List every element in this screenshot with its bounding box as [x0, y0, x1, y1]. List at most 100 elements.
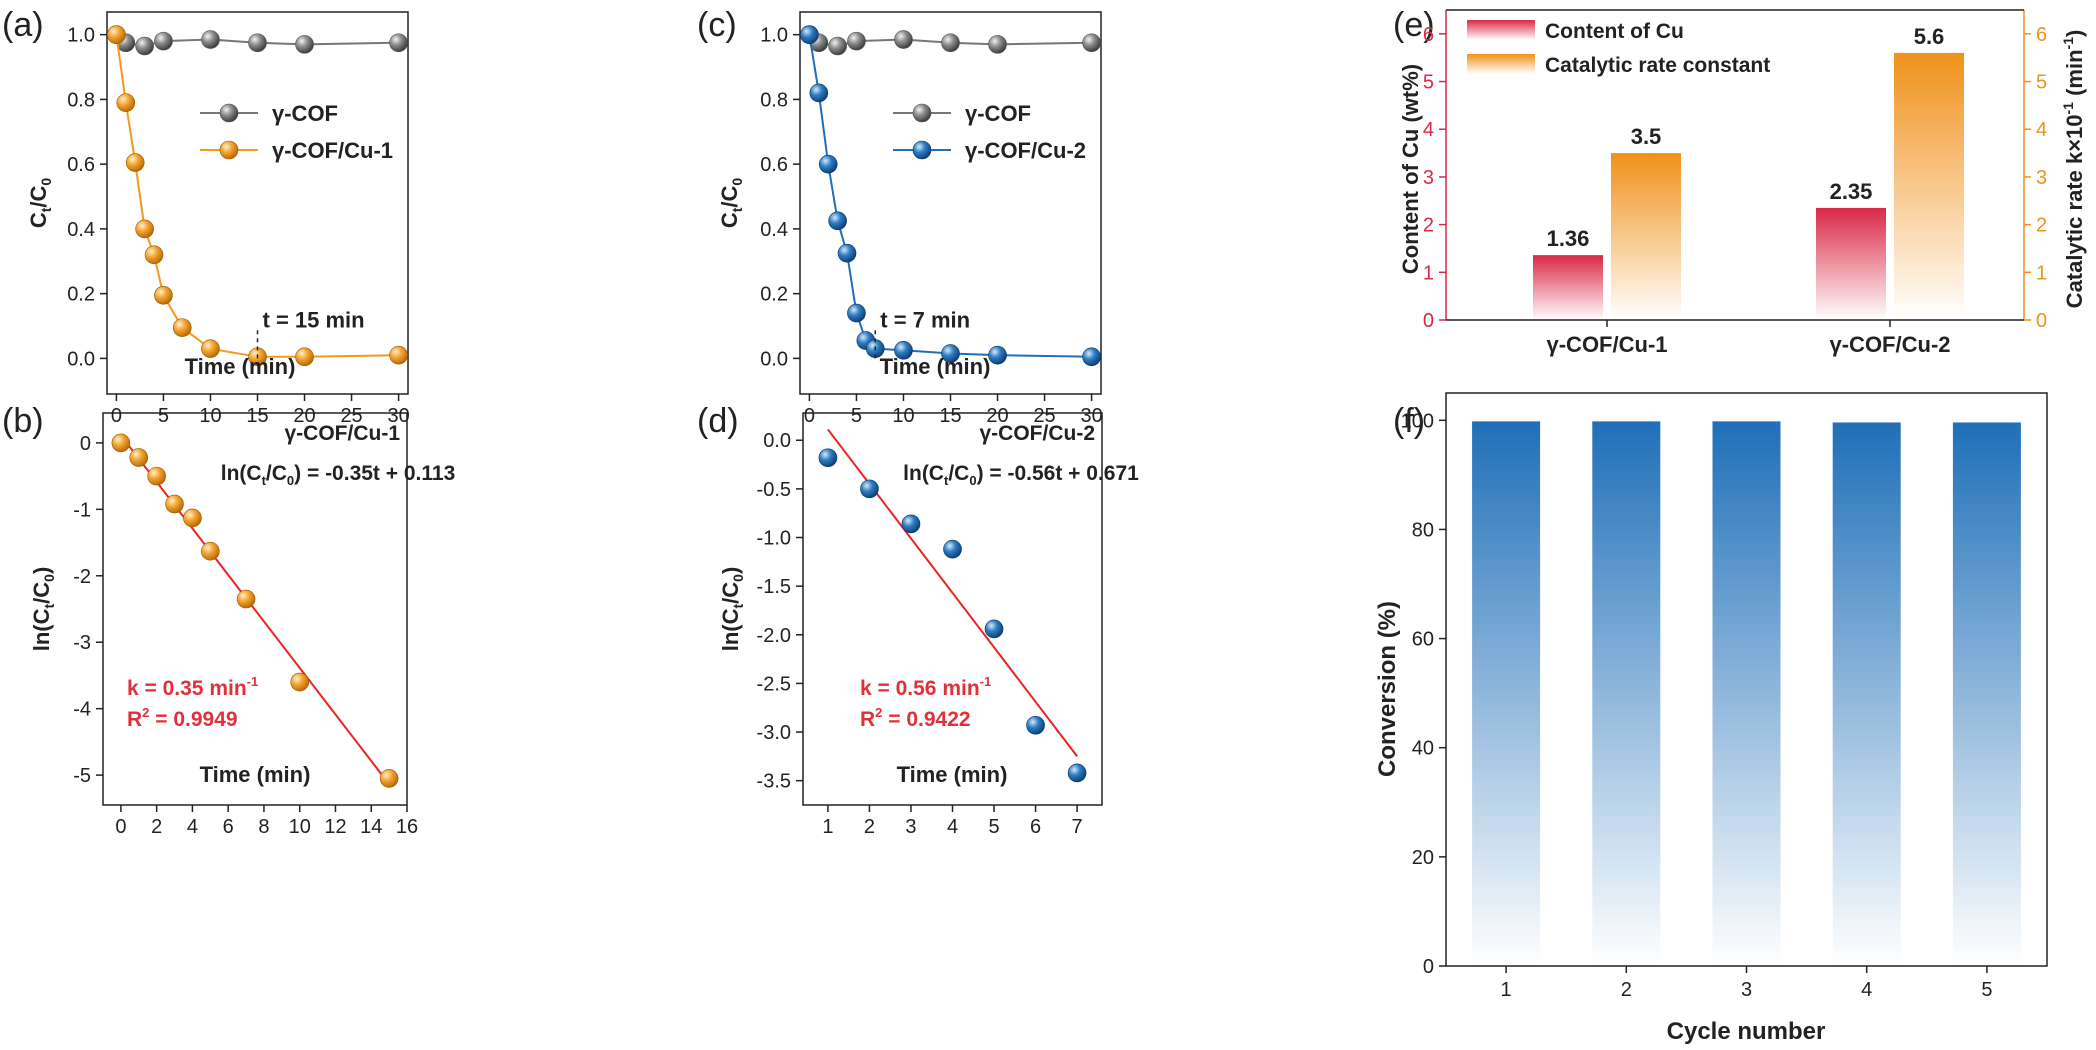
data-point [828, 211, 847, 231]
data-point [135, 36, 154, 56]
y2-tick-label: 2 [2036, 215, 2047, 237]
x-tick-label: 0 [111, 405, 122, 427]
x-tick-label: 4 [1861, 979, 1872, 1001]
y-tick-label: 0 [80, 433, 91, 455]
data-point [988, 345, 1007, 365]
legend-label: γ-COF/Cu-2 [965, 138, 1086, 163]
x-tick-label: 1 [822, 816, 833, 838]
panel-a: (a) 0 5 10 15 20 25 30 0.0 0.2 0.4 0.6 0.8 1.0 t = 1… [2, 6, 410, 427]
y-tick-label: 40 [1412, 738, 1434, 760]
panel-c: (c) 0 5 10 15 20 25 30 0.0 0.2 0.4 0.6 0.8 1.0 t = 7… [697, 6, 1103, 427]
y2-axis-label: Catalytic rate k×10-1 (min-1) [2060, 30, 2087, 309]
chart-marks: t = 15 min [107, 25, 408, 367]
panel-letter: (f) [1393, 402, 1425, 440]
legend-label: Catalytic rate constant [1545, 54, 1770, 77]
y-tick-label: 0 [1423, 956, 1434, 978]
y-axis-label: ln(Ct/C0) [718, 567, 746, 652]
panel-letter: (e) [1393, 6, 1435, 44]
y-tick-label: -0.5 [757, 479, 791, 501]
y-tick-label: 5 [1423, 72, 1434, 94]
data-point [154, 285, 173, 305]
chart-marks [1472, 421, 2021, 966]
x-tick-label: 5 [851, 405, 862, 427]
data-point [111, 433, 131, 453]
chart-marks [111, 433, 399, 788]
legend-marker [912, 103, 932, 123]
y2-tick-label: 0 [2036, 310, 2047, 332]
y-tick-label: 0.4 [67, 219, 95, 241]
data-label: 1.36 [1547, 226, 1590, 251]
y-tick-label: -1.0 [757, 528, 791, 550]
annotation-text: t = 15 min [263, 308, 365, 333]
x-tick-label: 4 [947, 816, 958, 838]
legend-marker [219, 103, 239, 123]
legend: Content of Cu Catalytic rate constant [1467, 20, 1770, 77]
x-axis-label: Time (min) [185, 354, 296, 379]
y-axis-label: Conversion (%) [1374, 601, 1401, 777]
legend-label: γ-COF/Cu-1 [272, 138, 393, 163]
data-point [847, 303, 866, 323]
plot-frame [102, 412, 408, 806]
r-squared: R2 = 0.9949 [127, 705, 238, 731]
x-tick-label: 20 [293, 405, 315, 427]
y-tick-label: 0.6 [67, 154, 95, 176]
y-tick-label: -1.5 [757, 576, 791, 598]
y-tick-label: -2 [73, 566, 91, 588]
bar [1894, 52, 1964, 321]
data-point [1026, 715, 1045, 735]
series-title: γ-COF/Cu-2 [980, 422, 1096, 445]
x-axis-label: Time (min) [880, 354, 991, 379]
x-tick-label: 5 [988, 816, 999, 838]
y-tick-label: 0.4 [760, 219, 788, 241]
bar [1952, 422, 2021, 966]
data-point [809, 83, 829, 103]
data-point [818, 448, 838, 468]
legend-marker [912, 140, 932, 160]
x-tick-label: 20 [986, 405, 1008, 427]
annotation-text: t = 7 min [880, 308, 970, 333]
x-tick-label: 10 [289, 816, 311, 838]
x-tick-label: 1 [1501, 979, 1512, 1001]
bar [1533, 255, 1603, 320]
x-tick-label: 14 [360, 816, 382, 838]
y-tick-label: 3 [1423, 167, 1434, 189]
panel-letter: (c) [697, 6, 737, 44]
y2-tick-label: 1 [2036, 262, 2047, 284]
chart-marks: t = 7 min [800, 25, 1101, 367]
y-tick-label: 6 [1423, 24, 1434, 46]
y-tick-label: 0.0 [763, 430, 791, 452]
y-axis-label: Ct/C0 [26, 178, 54, 229]
axes: 0 20 40 60 80 100 1 2 3 4 5 [1401, 410, 1993, 1001]
plot-frame [799, 11, 1102, 395]
x-axis-label: Time (min) [200, 762, 311, 787]
y-tick-label: 0 [1423, 310, 1434, 332]
data-point [379, 769, 399, 788]
x-tick-label: 5 [1981, 979, 1992, 1001]
data-point [116, 93, 136, 112]
x-tick-label: 2 [1621, 979, 1632, 1001]
y-tick-label: -1 [73, 499, 91, 521]
y-tick-label: 1.0 [760, 25, 788, 47]
panel-letter: (b) [2, 402, 44, 440]
chart-marks: 1.36 2.35 3.5 5.6 [1533, 24, 1964, 321]
y-tick-label: 0.2 [760, 284, 788, 306]
data-point [165, 494, 184, 514]
axes: 0 5 10 15 20 25 30 0.0 0.2 0.4 0.6 0.8 1.0 [67, 25, 410, 427]
data-point [1067, 763, 1087, 783]
y2-tick-label: 5 [2036, 72, 2047, 94]
x-tick-label: γ-COF/Cu-1 [1547, 332, 1668, 357]
data-point [135, 219, 154, 239]
panel-d: (d) 1 2 3 4 5 6 7 0.0 -0.5 -1.0 -1.5 -2.0 -2.5 -3.0 -3… [697, 402, 1139, 838]
x-tick-label: 12 [324, 816, 346, 838]
y-axis-label: Ct/C0 [717, 178, 745, 229]
bar [1816, 207, 1886, 320]
data-point [860, 479, 879, 499]
bar [1832, 422, 1901, 966]
rate-constant: k = 0.56 min-1 [860, 674, 991, 700]
axes: 1 2 3 4 5 6 7 0.0 -0.5 -1.0 -1.5 -2.0 -2.5 -3.0 -3.5 [757, 430, 1083, 838]
y-axis-label: ln(Ct/C0) [29, 567, 57, 652]
data-point [201, 30, 220, 49]
data-point [183, 508, 202, 528]
x-tick-label: 5 [158, 405, 169, 427]
